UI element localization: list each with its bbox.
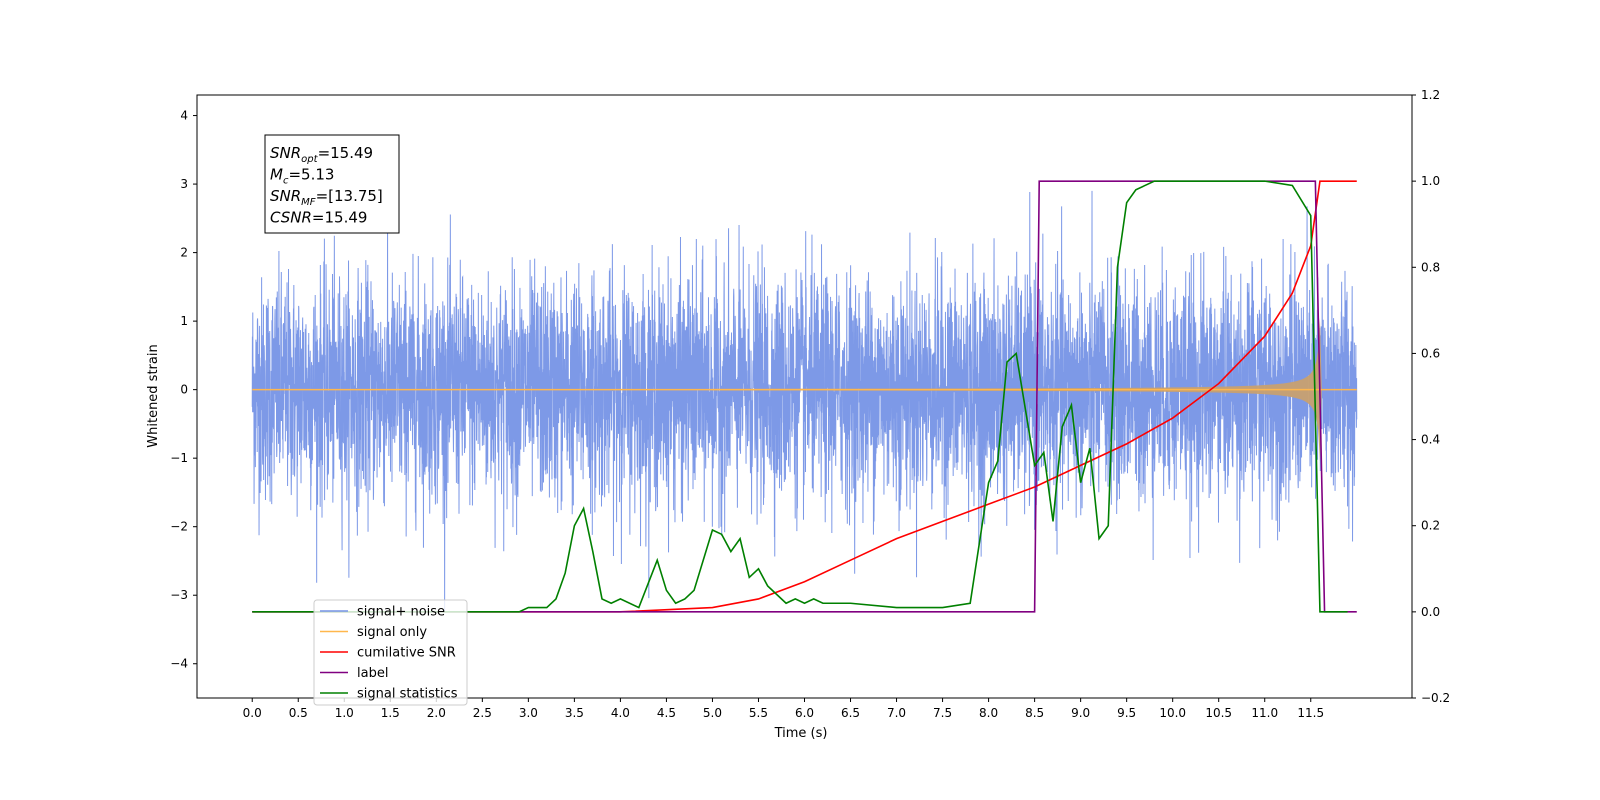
x-tick-label: 11.5 bbox=[1297, 706, 1324, 720]
y-axis-left: 4 3 2 1 0 −1 −2 −3 −4 bbox=[170, 109, 197, 671]
y-tick-label: −3 bbox=[170, 588, 188, 602]
x-tick-label: 9.0 bbox=[1071, 706, 1090, 720]
y-axis-right: 1.2 1.0 0.8 0.6 0.4 0.2 0.0 −0.2 bbox=[1412, 88, 1450, 705]
legend-label: signal only bbox=[357, 625, 427, 640]
y-tick-label: 1 bbox=[180, 314, 188, 328]
x-tick-label: 7.0 bbox=[887, 706, 906, 720]
x-axis: 0.0 0.5 1.0 1.5 2.0 2.5 3.0 3.5 4.0 4.5 5.0 5.5 6.0 6… bbox=[243, 698, 1324, 720]
annotation-line: CSNR=15.49 bbox=[270, 209, 367, 227]
x-tick-label: 10.0 bbox=[1159, 706, 1186, 720]
right-axis-series bbox=[252, 180, 1357, 613]
x-tick-label: 0.5 bbox=[289, 706, 308, 720]
y-tick-label: 4 bbox=[180, 109, 188, 123]
y-tick-label: 0 bbox=[180, 383, 188, 397]
legend-label: signal statistics bbox=[357, 687, 458, 702]
legend-label: label bbox=[357, 666, 388, 681]
y2-tick-label: −0.2 bbox=[1421, 691, 1450, 705]
annotation-box: SNRopt=15.49Mc=5.13SNRMF=[13.75]CSNR=15.… bbox=[264, 134, 400, 234]
signal-noise-series bbox=[251, 190, 1358, 613]
x-tick-label: 11.0 bbox=[1251, 706, 1278, 720]
signal-only-series bbox=[252, 317, 1357, 462]
x-tick-label: 6.5 bbox=[841, 706, 860, 720]
y2-tick-label: 0.6 bbox=[1421, 346, 1440, 360]
y2-tick-label: 0.2 bbox=[1421, 519, 1440, 533]
x-tick-label: 5.5 bbox=[749, 706, 768, 720]
x-tick-label: 5.0 bbox=[703, 706, 722, 720]
y2-tick-label: 0.8 bbox=[1421, 260, 1440, 274]
series-layer bbox=[251, 180, 1358, 613]
annotation-line: SNRopt=15.49 bbox=[270, 144, 373, 165]
y-tick-label: 2 bbox=[180, 246, 188, 260]
x-tick-label: 10.5 bbox=[1205, 706, 1232, 720]
y2-tick-label: 0.0 bbox=[1421, 605, 1440, 619]
y-tick-label: −4 bbox=[170, 657, 188, 671]
y-axis-label: Whitened strain bbox=[146, 344, 161, 447]
signal-noise-line bbox=[251, 190, 1358, 613]
y-tick-label: 3 bbox=[180, 177, 188, 191]
series-line-2 bbox=[252, 180, 1357, 613]
legend-label: cumilative SNR bbox=[357, 646, 456, 661]
x-tick-label: 2.5 bbox=[473, 706, 492, 720]
annotation-line: SNRMF=[13.75] bbox=[270, 187, 383, 208]
x-tick-label: 7.5 bbox=[933, 706, 952, 720]
y-tick-label: −1 bbox=[170, 451, 188, 465]
annotation-line: Mc=5.13 bbox=[270, 166, 334, 187]
series-line-4 bbox=[252, 180, 1348, 613]
legend-label: signal+ noise bbox=[357, 605, 445, 620]
y-tick-label: −2 bbox=[170, 520, 188, 534]
x-tick-label: 9.5 bbox=[1117, 706, 1136, 720]
x-tick-label: 3.5 bbox=[565, 706, 584, 720]
x-tick-label: 3.0 bbox=[519, 706, 538, 720]
x-tick-label: 8.5 bbox=[1025, 706, 1044, 720]
x-axis-label: Time (s) bbox=[774, 726, 828, 741]
y2-tick-label: 1.0 bbox=[1421, 174, 1440, 188]
x-tick-label: 6.0 bbox=[795, 706, 814, 720]
y2-tick-label: 0.4 bbox=[1421, 433, 1440, 447]
x-tick-label: 2.0 bbox=[427, 706, 446, 720]
y2-tick-label: 1.2 bbox=[1421, 88, 1440, 102]
x-tick-label: 8.0 bbox=[979, 706, 998, 720]
x-tick-label: 1.5 bbox=[381, 706, 400, 720]
x-tick-label: 4.0 bbox=[611, 706, 630, 720]
x-tick-label: 1.0 bbox=[335, 706, 354, 720]
x-tick-label: 0.0 bbox=[243, 706, 262, 720]
legend: signal+ noise signal only cumilative SNR la… bbox=[313, 599, 468, 706]
x-tick-label: 4.5 bbox=[657, 706, 676, 720]
